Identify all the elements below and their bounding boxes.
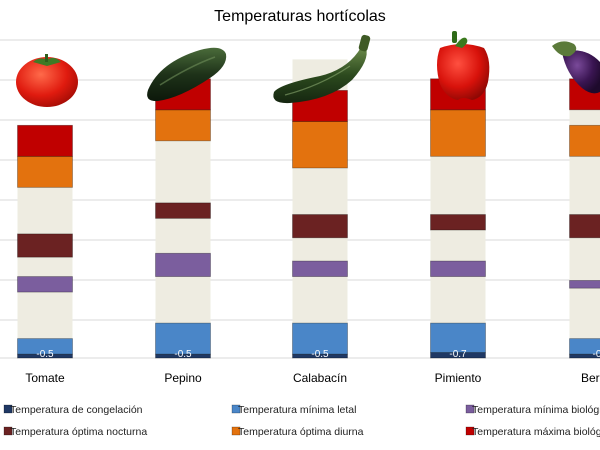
bar-segment	[569, 214, 600, 239]
legend-swatch	[231, 404, 241, 414]
bar-segment	[155, 109, 211, 142]
data-label: -0.5	[36, 349, 54, 360]
bar-segment	[17, 124, 73, 157]
legend-swatch	[465, 404, 475, 414]
data-label: -0.7	[449, 349, 467, 360]
category-label: Pepino	[164, 371, 202, 385]
category-label-group: Tomate Pepino Calabacín Pimiento Beren	[25, 371, 600, 385]
bar-segment	[430, 109, 486, 157]
zucchini-icon	[273, 34, 371, 104]
legend-label: Temperatura óptima nocturna	[10, 426, 147, 438]
cucumber-icon	[147, 47, 227, 102]
pepper-icon	[437, 31, 490, 100]
bar-segment	[155, 202, 211, 219]
data-label: -0.5	[174, 349, 192, 360]
eggplant-icon	[552, 41, 600, 94]
bar-segment	[430, 214, 486, 231]
category-label: Pimiento	[435, 371, 482, 385]
category-label: Beren	[581, 371, 600, 385]
legend-swatch	[231, 426, 241, 436]
bar-segment	[569, 124, 600, 157]
bar-segment	[292, 322, 348, 355]
bar-segment	[292, 121, 348, 169]
tomato-icon	[16, 54, 78, 107]
bar-segment	[17, 338, 73, 355]
category-label: Tomate	[25, 371, 65, 385]
bar-segment	[292, 214, 348, 239]
category-label: Calabacín	[293, 371, 347, 385]
bar-group	[17, 59, 600, 359]
bar-segment	[17, 155, 73, 188]
bar-segment	[430, 322, 486, 353]
bar-segment	[569, 338, 600, 355]
legend-label: Temperatura óptima diurna	[238, 426, 364, 438]
legend-swatch	[3, 426, 13, 436]
chart-title: Temperaturas hortícolas	[214, 8, 386, 25]
data-label: -0	[593, 349, 600, 360]
bar-segment	[17, 233, 73, 258]
legend-label: Temperatura mínima biológica	[472, 404, 600, 416]
bar-segment	[155, 322, 211, 355]
legend-swatch	[3, 404, 13, 414]
legend: Temperatura de congelación Temperatura mí…	[3, 404, 600, 438]
data-label: -0.5	[311, 349, 329, 360]
bar-segment	[430, 260, 486, 277]
legend-label: Temperatura máxima biológica	[472, 426, 600, 438]
legend-swatch	[465, 426, 475, 436]
bar-segment	[155, 252, 211, 277]
bar-segment	[292, 260, 348, 277]
bar-segment	[17, 276, 73, 293]
legend-label: Temperatura mínima letal	[238, 404, 356, 416]
legend-label: Temperatura de congelación	[10, 404, 143, 416]
vegetable-icon-group	[16, 31, 600, 107]
data-label-group: -0.5 -0.5 -0.5 -0.7 -0	[36, 349, 600, 360]
bar-segment	[569, 280, 600, 289]
